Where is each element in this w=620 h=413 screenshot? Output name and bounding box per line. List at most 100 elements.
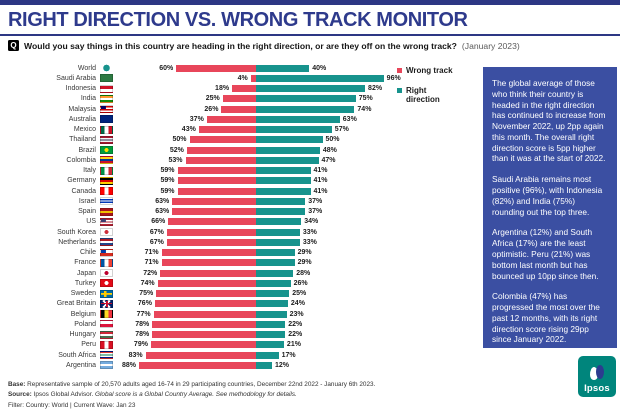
wrong-bar [154,300,256,308]
chart-row: India 25% 75% [8,94,480,104]
right-direction-zone: 41% [256,167,480,175]
right-bar [256,167,311,175]
country-flag-icon [100,105,113,114]
wrong-bar [160,269,256,277]
country-label: Israel [78,197,96,205]
chart-row: Thailand 50% 50% [8,135,480,145]
right-bar [256,136,323,144]
wrong-value-label: 50% [172,136,187,144]
wrong-bar [152,320,256,328]
chart-row: Indonesia 18% 82% [8,84,480,94]
wrong-bar [157,279,256,287]
country-flag-icon [100,207,113,216]
wrong-track-zone: 75% [116,290,256,298]
chart-row: Japan 72% 28% [8,268,480,278]
country-label: South Africa [58,351,96,359]
country-flag-icon [100,320,113,329]
chart-row: Italy 59% 41% [8,166,480,176]
wrong-value-label: 83% [128,351,143,359]
chart-rows: World 60% 40% Saudi Arabia 4% 96% Indone… [8,63,480,371]
wrong-bar [161,259,256,267]
top-accent-bar [0,0,620,5]
question-row: Q Would you say things in this country a… [8,40,520,51]
right-direction-zone: 48% [256,146,480,154]
wrong-track-zone: 67% [116,228,256,236]
right-bar [256,331,286,339]
right-direction-zone: 37% [256,197,480,205]
country-flag-icon [100,166,113,175]
right-value-label: 24% [290,300,305,308]
wrong-bar [138,361,256,369]
wrong-value-label: 43% [181,126,196,134]
right-value-label: 57% [334,126,349,134]
wrong-value-label: 25% [205,95,220,103]
right-direction-zone: 23% [256,310,480,318]
right-direction-zone: 75% [256,95,480,103]
wrong-value-label: 71% [144,259,159,267]
wrong-bar [176,64,256,72]
right-direction-zone: 41% [256,177,480,185]
right-value-label: 47% [321,156,336,164]
right-value-label: 21% [286,341,301,349]
right-value-label: 41% [313,187,328,195]
wrong-value-label: 78% [135,331,150,339]
right-direction-zone: 74% [256,105,480,113]
country-flag-icon [100,187,113,196]
country-flag-icon [100,269,113,278]
insight-panel: The global average of those who think th… [483,67,617,348]
right-value-label: 96% [386,74,401,82]
right-value-label: 23% [289,310,304,318]
right-direction-swatch-icon [397,88,402,94]
chart-row: Turkey 74% 26% [8,278,480,288]
wrong-value-label: 71% [144,249,159,257]
right-bar [256,351,279,359]
wrong-bar [177,177,256,185]
wrong-track-zone: 78% [116,331,256,339]
chart-row: Great Britain 76% 24% [8,299,480,309]
chart-row: Mexico 43% 57% [8,125,480,135]
wrong-value-label: 67% [149,228,164,236]
right-bar [256,361,272,369]
wrong-bar [232,85,256,93]
wrong-track-zone: 53% [116,156,256,164]
right-direction-zone: 34% [256,218,480,226]
chart-row: Netherlands 67% 33% [8,237,480,247]
wrong-value-label: 63% [155,197,170,205]
insight-paragraph: Saudi Arabia remains most positive (96%)… [492,174,603,217]
right-value-label: 37% [308,208,323,216]
wrong-bar [185,156,256,164]
wrong-track-zone: 37% [116,115,256,123]
chart-row: France 71% 29% [8,258,480,268]
country-flag-icon [100,351,113,360]
country-flag-icon [100,228,113,237]
right-bar [256,269,294,277]
wrong-track-zone: 18% [116,85,256,93]
country-label: Sweden [70,290,96,298]
chart-row: Saudi Arabia 4% 96% [8,73,480,83]
wrong-bar [222,95,256,103]
wrong-track-zone: 50% [116,136,256,144]
country-flag-icon [100,197,113,206]
wrong-value-label: 72% [143,269,158,277]
right-value-label: 41% [313,177,328,185]
country-label: Hungary [69,331,96,339]
right-bar [256,177,311,185]
wrong-bar [186,146,256,154]
country-flag-icon [100,74,113,83]
wrong-track-zone: 63% [116,208,256,216]
wrong-bar [152,331,256,339]
chart-row: South Korea 67% 33% [8,227,480,237]
page-title: RIGHT DIRECTION VS. WRONG TRACK MONITOR [8,9,468,31]
right-value-label: 22% [288,320,303,328]
chart-row: South Africa 83% 17% [8,350,480,360]
wrong-track-zone: 26% [116,105,256,113]
wrong-track-zone: 43% [116,126,256,134]
wrong-track-zone: 79% [116,341,256,349]
ipsos-figure-icon [589,365,605,382]
country-label: France [74,259,96,267]
country-flag-icon [100,361,113,370]
wrong-value-label: 79% [133,341,148,349]
footer-filter-line: Filter: Country: World | Current Wave: J… [8,401,136,409]
wrong-value-label: 88% [121,361,136,369]
country-label: Italy [83,167,96,175]
